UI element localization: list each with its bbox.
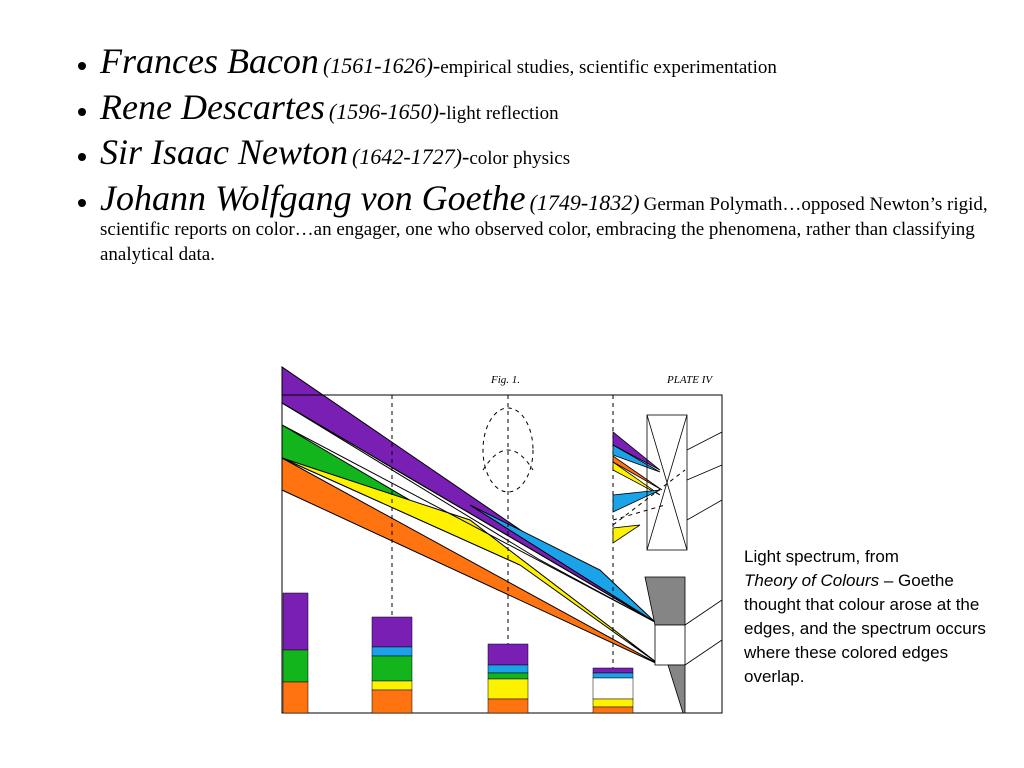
bullet-list: Frances Bacon (1561-1626)-empirical stud…: [68, 41, 1000, 274]
bullet: Sir Isaac Newton (1642-1727)-color physi…: [100, 132, 1000, 173]
caption-title: Theory of Colours: [744, 571, 880, 590]
bullet: Frances Bacon (1561-1626)-empirical stud…: [100, 41, 1000, 82]
description: light reflection: [446, 102, 559, 124]
dates: (1749-1832): [529, 189, 640, 215]
person-name: Frances Bacon: [100, 41, 319, 81]
figure-label: Fig. 1.: [490, 374, 520, 386]
caption: Light spectrum, from Theory of Colours – …: [744, 545, 992, 689]
dates: (1561-1626)-: [322, 53, 441, 78]
description: German Polymath…opposed Newton’s rigid, …: [100, 193, 988, 266]
plate-label: PLATE IV: [666, 374, 713, 386]
caption-intro: Light spectrum, from: [744, 547, 899, 566]
dates: (1596-1650)-: [328, 98, 447, 124]
bullet: Rene Descartes (1596-1650)-light reflect…: [100, 86, 1000, 128]
person-name: Sir Isaac Newton: [100, 132, 348, 173]
description: empirical studies, scientific experiment…: [440, 57, 777, 78]
bullet: Johann Wolfgang von Goethe (1749-1832) G…: [100, 177, 1000, 268]
caption-text: – Goethe thought that colour arose at th…: [744, 571, 986, 686]
dates: (1642-1727)-: [352, 144, 470, 170]
person-name: Rene Descartes: [100, 86, 325, 127]
description: color physics: [469, 148, 571, 170]
person-name: Johann Wolfgang von Goethe: [100, 177, 526, 218]
